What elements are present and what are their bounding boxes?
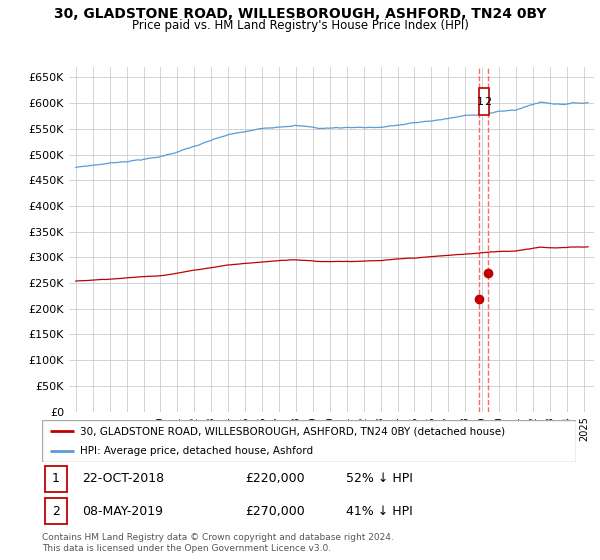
Text: 2: 2 <box>484 97 491 106</box>
Bar <box>44 466 67 492</box>
Text: 1: 1 <box>52 473 60 486</box>
Text: £270,000: £270,000 <box>245 505 305 517</box>
Text: Price paid vs. HM Land Registry's House Price Index (HPI): Price paid vs. HM Land Registry's House … <box>131 19 469 32</box>
Text: HPI: Average price, detached house, Ashford: HPI: Average price, detached house, Ashf… <box>80 446 314 456</box>
Text: 30, GLADSTONE ROAD, WILLESBOROUGH, ASHFORD, TN24 0BY (detached house): 30, GLADSTONE ROAD, WILLESBOROUGH, ASHFO… <box>80 426 506 436</box>
Text: 22-OCT-2018: 22-OCT-2018 <box>82 473 164 486</box>
Text: 52% ↓ HPI: 52% ↓ HPI <box>346 473 413 486</box>
Text: 08-MAY-2019: 08-MAY-2019 <box>82 505 163 517</box>
Text: 1: 1 <box>477 97 484 106</box>
Bar <box>479 88 489 115</box>
Text: Contains HM Land Registry data © Crown copyright and database right 2024.
This d: Contains HM Land Registry data © Crown c… <box>42 533 394 553</box>
Text: £220,000: £220,000 <box>245 473 305 486</box>
Text: 41% ↓ HPI: 41% ↓ HPI <box>346 505 413 517</box>
Text: 30, GLADSTONE ROAD, WILLESBOROUGH, ASHFORD, TN24 0BY: 30, GLADSTONE ROAD, WILLESBOROUGH, ASHFO… <box>54 7 546 21</box>
Bar <box>44 498 67 524</box>
Text: 2: 2 <box>52 505 60 517</box>
